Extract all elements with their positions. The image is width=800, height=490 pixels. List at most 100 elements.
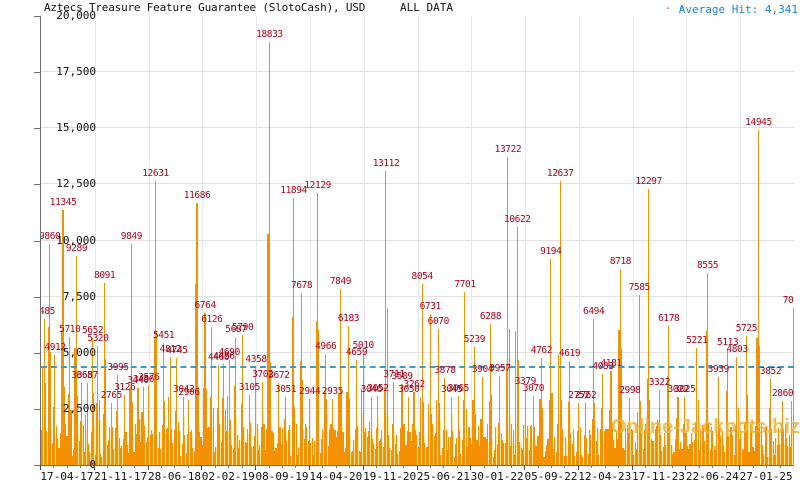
bar [783, 429, 785, 465]
bar [57, 439, 59, 465]
data-label: 9849 [120, 230, 143, 242]
bar [74, 348, 76, 465]
bar [698, 449, 700, 465]
bar [713, 445, 715, 465]
bar [690, 432, 692, 465]
bar [172, 442, 174, 465]
bar [216, 408, 218, 465]
bar [650, 438, 652, 465]
bar [225, 431, 227, 465]
data-label: 6183 [337, 313, 360, 325]
y-axis-tick-label: 5,000 [62, 345, 96, 359]
bar [543, 456, 545, 465]
bar [65, 423, 67, 465]
bar [43, 319, 45, 465]
bar [298, 446, 300, 465]
bar [787, 445, 789, 465]
y-axis-tick-label: 0 [89, 458, 96, 471]
data-label: 13722 [494, 143, 522, 155]
bar [322, 429, 324, 465]
bar [643, 430, 646, 465]
bar [149, 435, 151, 465]
x-axis-minor-tick [483, 465, 485, 468]
bar [148, 384, 150, 465]
bar [140, 442, 142, 465]
bar [371, 439, 374, 465]
bar [53, 406, 55, 465]
bar [446, 450, 449, 465]
bar [661, 451, 663, 465]
bar [228, 359, 230, 465]
bar [469, 438, 471, 465]
data-label: 3440 [127, 374, 149, 386]
data-label: 12637 [546, 168, 574, 180]
bar [350, 451, 352, 465]
watermark: Online-Jackpots.biz [611, 416, 800, 438]
bar [472, 399, 474, 465]
y-axis-tick [34, 128, 40, 130]
data-label: 9860 [40, 230, 61, 242]
bar [295, 423, 297, 465]
data-label: 4619 [558, 348, 581, 360]
x-axis-tick-label: 28-06-18 [147, 470, 201, 483]
bar [282, 427, 284, 465]
bar [571, 443, 573, 465]
bar [290, 456, 292, 465]
bar [578, 403, 580, 465]
bar [538, 435, 540, 465]
bar [370, 396, 372, 465]
bar [405, 444, 407, 465]
bar [94, 454, 96, 465]
bar [113, 448, 115, 465]
data-label: 3045 [441, 383, 463, 395]
bar [491, 395, 493, 465]
bar [728, 435, 730, 465]
bar [179, 431, 181, 465]
bar [280, 443, 282, 465]
x-axis-minor-tick [335, 465, 337, 468]
x-axis-minor-tick [618, 465, 620, 468]
bar [629, 397, 631, 465]
x-axis-minor-tick [295, 465, 297, 468]
bar [41, 429, 43, 465]
bar [438, 403, 441, 465]
bar [660, 435, 662, 465]
bar [712, 431, 714, 465]
data-label: 4762 [530, 345, 553, 357]
bar [414, 429, 416, 465]
x-axis-minor-tick [698, 465, 700, 468]
bar [479, 446, 481, 465]
bar [361, 389, 363, 465]
bar [674, 439, 676, 465]
y-axis-tick [34, 408, 40, 410]
bar [369, 421, 371, 465]
bar [110, 402, 112, 465]
bar [765, 425, 767, 465]
data-label: 5320 [87, 332, 109, 344]
bar [580, 454, 583, 465]
bar [559, 181, 561, 465]
bar [575, 452, 577, 465]
data-label: 4460 [207, 351, 230, 363]
bar [662, 446, 664, 465]
bar [256, 424, 258, 465]
data-label: 4812 [159, 343, 182, 355]
data-label: 12129 [304, 179, 331, 191]
data-label: 3022 [667, 384, 689, 396]
data-label: 4690 [218, 346, 241, 358]
bar [373, 443, 375, 465]
bar [157, 448, 159, 465]
bar [471, 444, 473, 465]
bar [177, 421, 179, 465]
data-label: 4745 [166, 345, 188, 357]
bar [243, 427, 245, 465]
x-axis-tick-label: 27-01-25 [739, 470, 793, 483]
bar [418, 432, 420, 465]
bar [71, 456, 73, 465]
bar [379, 438, 382, 465]
bar [187, 433, 189, 465]
bar [173, 429, 175, 465]
bar [785, 437, 788, 465]
bar [769, 378, 771, 465]
x-axis-tick [255, 465, 257, 470]
